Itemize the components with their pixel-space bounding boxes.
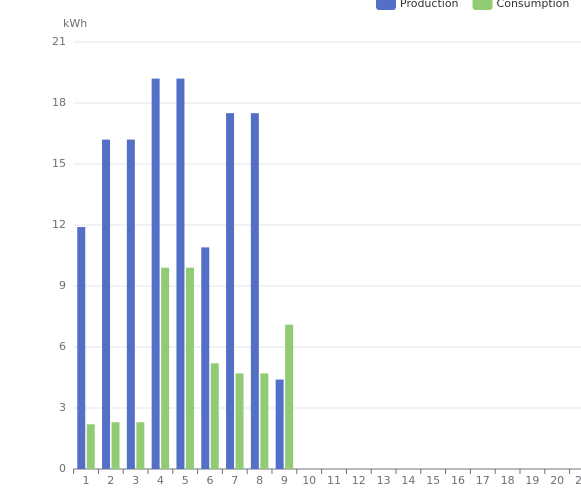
y-tick-label: 18 <box>52 96 66 109</box>
bar <box>102 139 111 469</box>
legend-item: Production <box>376 0 459 10</box>
x-tick-label: 11 <box>327 474 341 487</box>
legend-swatch <box>472 0 493 10</box>
x-tick-label: 6 <box>207 474 214 487</box>
bar <box>161 267 170 469</box>
y-tick-label: 12 <box>52 218 66 231</box>
x-tick-label: 17 <box>476 474 490 487</box>
y-tick-label: 9 <box>59 279 66 292</box>
bar <box>285 324 294 469</box>
y-tick-label: 15 <box>52 157 66 170</box>
y-axis-label: kWh <box>63 17 87 30</box>
y-tick-label: 3 <box>59 401 66 414</box>
bar <box>111 422 120 469</box>
x-tick-label: 8 <box>256 474 263 487</box>
bar <box>151 78 160 469</box>
bar <box>260 373 269 469</box>
bar <box>210 363 219 469</box>
y-tick-label: 21 <box>52 35 66 48</box>
bar <box>226 113 235 470</box>
x-tick-label: 5 <box>182 474 189 487</box>
x-tick-label: 4 <box>157 474 164 487</box>
y-tick-label: 0 <box>59 462 66 475</box>
bar <box>235 373 244 469</box>
x-tick-label: 10 <box>302 474 316 487</box>
bar <box>185 267 194 469</box>
x-tick-label: 7 <box>231 474 238 487</box>
x-tick-label: 20 <box>550 474 564 487</box>
bar <box>126 139 135 469</box>
legend-text: Production <box>400 0 459 10</box>
x-tick-label: 14 <box>401 474 415 487</box>
x-tick-label: 3 <box>132 474 139 487</box>
bar <box>201 247 210 469</box>
y-tick-label: 6 <box>59 340 66 353</box>
bar <box>77 227 86 469</box>
bar <box>176 78 185 469</box>
x-tick-label: 18 <box>501 474 515 487</box>
x-tick-label: 1 <box>83 474 90 487</box>
legend-text: Consumption <box>497 0 570 10</box>
x-tick-label: 13 <box>377 474 391 487</box>
x-tick-label: 19 <box>525 474 539 487</box>
x-tick-label: 12 <box>352 474 366 487</box>
bar <box>275 379 284 469</box>
x-tick-label: 9 <box>281 474 288 487</box>
legend-item: Consumption <box>472 0 570 10</box>
legend-swatch <box>376 0 396 10</box>
bar <box>250 113 259 470</box>
x-tick-label: 16 <box>451 474 465 487</box>
bar <box>136 422 145 469</box>
x-tick-label: 2 <box>107 474 114 487</box>
x-tick-label: 15 <box>426 474 440 487</box>
bar <box>86 424 95 469</box>
x-tick-label: 21 <box>575 474 581 487</box>
